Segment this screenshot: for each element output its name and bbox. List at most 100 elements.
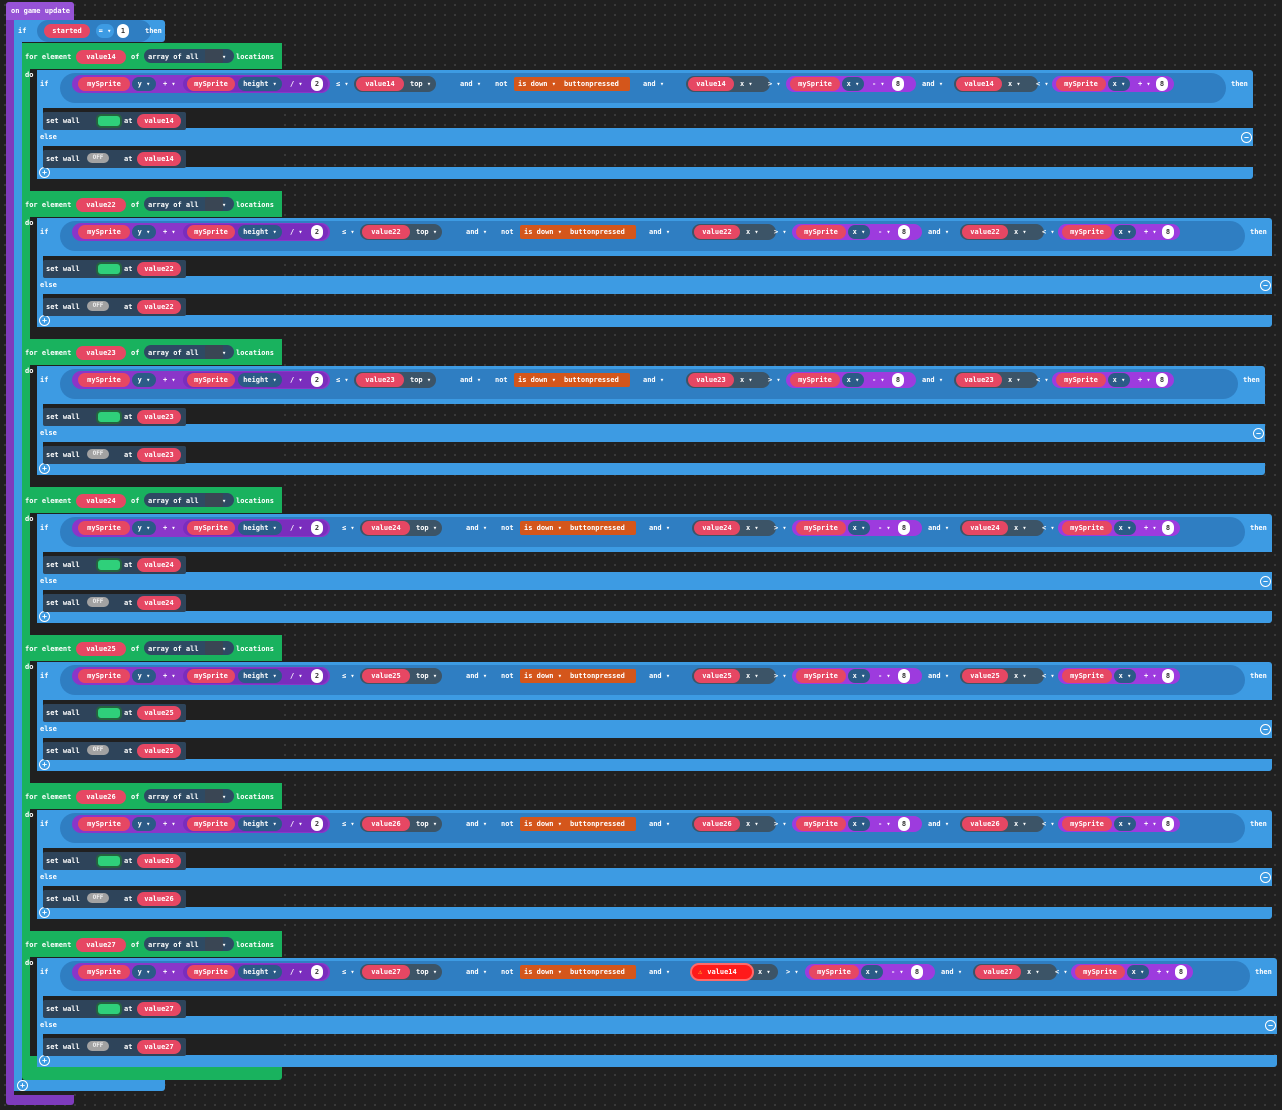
div-op[interactable]: / ▾ xyxy=(290,376,303,384)
is-down-dropdown[interactable]: is down ▾ xyxy=(524,672,562,680)
and-op[interactable]: and ▾ xyxy=(649,820,671,828)
minus-circle-icon[interactable]: − xyxy=(1253,428,1264,439)
sprite-var[interactable]: mySprite xyxy=(1062,817,1112,831)
lt-op[interactable]: < ▾ xyxy=(1055,968,1068,976)
x-tile-var[interactable]: value14 xyxy=(692,965,752,979)
sprite-var[interactable]: mySprite xyxy=(796,521,846,535)
height-prop[interactable]: height ▾ xyxy=(238,225,282,239)
outer-value[interactable]: 1 xyxy=(117,24,129,38)
top-prop[interactable]: top ▾ xyxy=(416,524,438,532)
x-prop[interactable]: x ▾ xyxy=(848,225,870,239)
top-prop[interactable]: top ▾ xyxy=(416,228,438,236)
plus-op[interactable]: + ▾ xyxy=(1157,968,1170,976)
is-down-expr[interactable] xyxy=(520,817,636,831)
x-prop[interactable]: x ▾ xyxy=(746,672,759,680)
wall-tile-var[interactable]: value25 xyxy=(137,706,181,720)
and-op[interactable]: and ▾ xyxy=(466,672,488,680)
y-prop[interactable]: y ▾ xyxy=(132,965,156,979)
minus-circle-icon[interactable]: − xyxy=(1260,724,1271,735)
tile-image-icon[interactable] xyxy=(205,49,223,63)
sprite-var[interactable]: mySprite xyxy=(187,521,235,535)
if-spine[interactable] xyxy=(37,218,43,327)
plus-circle-icon[interactable]: + xyxy=(39,1055,50,1066)
minus-op[interactable]: - ▾ xyxy=(878,672,891,680)
tile-var[interactable]: value27 xyxy=(362,965,410,979)
wall-off-toggle[interactable]: OFF xyxy=(87,449,109,459)
x-prop[interactable]: x ▾ xyxy=(758,968,771,976)
tile-var[interactable]: value23 xyxy=(356,373,404,387)
else-bar[interactable] xyxy=(37,1016,1277,1034)
x-prop[interactable]: x ▾ xyxy=(746,524,759,532)
two-value[interactable]: 2 xyxy=(311,669,323,683)
y-prop[interactable]: y ▾ xyxy=(132,373,156,387)
wall-off-toggle[interactable]: OFF xyxy=(87,745,109,755)
sprite-var[interactable]: mySprite xyxy=(187,77,235,91)
else-bar[interactable] xyxy=(37,868,1272,886)
plus-circle-icon[interactable]: + xyxy=(39,167,50,178)
and-op[interactable]: and ▾ xyxy=(649,524,671,532)
x-prop[interactable]: x ▾ xyxy=(842,77,864,91)
x-tile-var[interactable]: value25 xyxy=(962,669,1008,683)
wall-tile-var[interactable]: value23 xyxy=(137,448,181,462)
y-prop[interactable]: y ▾ xyxy=(132,225,156,239)
minus-circle-icon[interactable]: − xyxy=(1260,280,1271,291)
lt-op[interactable]: < ▾ xyxy=(1042,672,1055,680)
plus-circle-icon[interactable]: + xyxy=(39,907,50,918)
gt-op[interactable]: > ▾ xyxy=(774,672,787,680)
lt-op[interactable]: < ▾ xyxy=(1036,376,1049,384)
is-down-expr[interactable] xyxy=(520,225,636,239)
x-tile-var[interactable]: value14 xyxy=(688,77,734,91)
y-prop[interactable]: y ▾ xyxy=(132,521,156,535)
minus-circle-icon[interactable]: − xyxy=(1241,132,1252,143)
x-prop[interactable]: x ▾ xyxy=(1014,820,1027,828)
started-var[interactable]: started xyxy=(44,24,90,38)
and-op[interactable]: and ▾ xyxy=(466,524,488,532)
sprite-var[interactable]: mySprite xyxy=(78,77,130,91)
minus-op[interactable]: - ▾ xyxy=(872,376,885,384)
minus-circle-icon[interactable]: − xyxy=(1260,872,1271,883)
if-spine[interactable] xyxy=(37,662,43,771)
x-prop[interactable]: x ▾ xyxy=(1014,228,1027,236)
outer-if-foot[interactable]: + xyxy=(14,1080,165,1091)
loop-var[interactable]: value24 xyxy=(76,494,126,508)
minus-op[interactable]: - ▾ xyxy=(878,820,891,828)
wall-tile-var[interactable]: value26 xyxy=(137,854,181,868)
div-op[interactable]: / ▾ xyxy=(290,820,303,828)
eight-value[interactable]: 8 xyxy=(898,817,910,831)
div-op[interactable]: / ▾ xyxy=(290,672,303,680)
two-value[interactable]: 2 xyxy=(311,817,323,831)
x-prop[interactable]: x ▾ xyxy=(1108,77,1130,91)
and-op[interactable]: and ▾ xyxy=(466,968,488,976)
wall-tile-var[interactable]: value26 xyxy=(137,892,181,906)
if-spine[interactable] xyxy=(37,70,43,179)
top-prop[interactable]: top ▾ xyxy=(416,968,438,976)
loop-var[interactable]: value23 xyxy=(76,346,126,360)
plus-op[interactable]: + ▾ xyxy=(163,228,176,236)
wall-tile-var[interactable]: value22 xyxy=(137,262,181,276)
gt-op[interactable]: > ▾ xyxy=(774,228,787,236)
x-prop[interactable]: x ▾ xyxy=(1127,965,1149,979)
tile-var[interactable]: value26 xyxy=(362,817,410,831)
is-down-expr[interactable] xyxy=(514,77,630,91)
plus-circle-icon[interactable]: + xyxy=(39,611,50,622)
eight-value[interactable]: 8 xyxy=(911,965,923,979)
sprite-var[interactable]: mySprite xyxy=(1062,521,1112,535)
tile-image-icon[interactable] xyxy=(205,937,223,951)
sprite-var[interactable]: mySprite xyxy=(78,965,130,979)
dropdown-chevron[interactable]: ▾ xyxy=(222,497,227,505)
sprite-var[interactable]: mySprite xyxy=(809,965,859,979)
sprite-var[interactable]: mySprite xyxy=(187,965,235,979)
plus-op[interactable]: + ▾ xyxy=(1144,228,1157,236)
and-op[interactable]: and ▾ xyxy=(922,80,944,88)
gt-op[interactable]: > ▾ xyxy=(774,820,787,828)
tile-image-icon[interactable] xyxy=(205,345,223,359)
and-op[interactable]: and ▾ xyxy=(649,672,671,680)
eight-value[interactable]: 8 xyxy=(898,669,910,683)
wall-off-toggle[interactable]: OFF xyxy=(87,1041,109,1051)
x-prop[interactable]: x ▾ xyxy=(1114,817,1136,831)
plus-circle-icon[interactable]: + xyxy=(17,1080,28,1091)
x-tile-var[interactable]: value27 xyxy=(975,965,1021,979)
if-foot[interactable] xyxy=(37,315,1272,327)
if-spine[interactable] xyxy=(37,958,43,1067)
x-prop[interactable]: x ▾ xyxy=(848,669,870,683)
